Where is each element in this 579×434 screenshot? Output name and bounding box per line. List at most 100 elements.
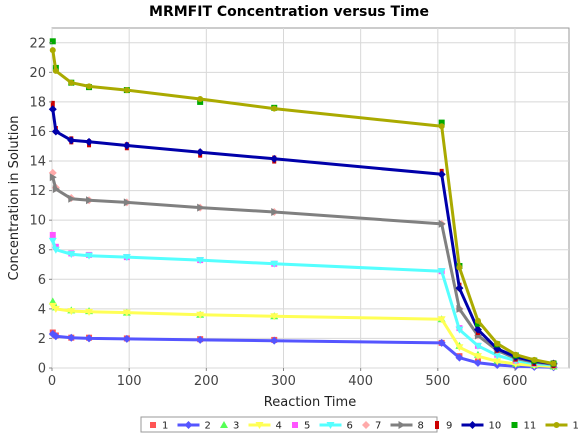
series-12-point	[49, 47, 56, 54]
series-2-point	[437, 338, 446, 347]
legend-swatch-marker	[326, 422, 335, 429]
series-6-point	[122, 254, 131, 262]
legend-swatch-marker	[292, 422, 298, 428]
series-12-point	[474, 317, 481, 324]
series-10-point	[85, 137, 94, 146]
legend-item-1: 1	[150, 421, 168, 432]
y-tick-label: 4	[38, 302, 46, 317]
legend-swatch-marker	[220, 421, 228, 428]
series-4-point	[51, 305, 60, 313]
legend-swatch-marker	[553, 422, 560, 428]
series-12-point	[68, 79, 75, 86]
series-2-point	[122, 334, 131, 343]
legend-item-6: 6	[319, 421, 353, 432]
y-tick-label: 12	[29, 184, 46, 199]
legend-swatch-marker	[255, 422, 264, 429]
axes: 0 2 4 6 8 10 12 14 16 18 20 22 0 100 200 300 400 500 600	[29, 36, 527, 389]
series-6-point	[437, 268, 446, 276]
legend-label: 4	[276, 421, 282, 432]
series-12-point	[494, 340, 501, 347]
legend-swatch-marker	[362, 421, 370, 429]
y-tick-label: 18	[29, 95, 46, 110]
legend-item-3: 3	[220, 421, 239, 432]
series-6-point	[493, 352, 502, 360]
series-10-point	[437, 170, 446, 179]
series-12-point	[86, 83, 93, 90]
legend-items: 123456789101112	[150, 421, 579, 432]
series-12-point	[271, 105, 278, 112]
series-10-point	[67, 136, 76, 145]
series-6-point	[270, 260, 279, 268]
legend-label: 3	[233, 421, 239, 432]
series-10-point	[473, 325, 482, 334]
series-8-point	[438, 219, 446, 228]
legend-label: 12	[573, 421, 579, 432]
legend-item-8: 8	[390, 421, 424, 432]
series-layer	[48, 38, 558, 372]
series-4-point	[473, 353, 482, 361]
series-2-point	[51, 332, 60, 341]
series-4-point	[196, 311, 205, 319]
x-axis-title: Reaction Time	[264, 395, 356, 410]
series-12-point	[438, 123, 445, 130]
y-tick-label: 8	[38, 243, 46, 258]
series-11-point	[49, 38, 56, 45]
chart-title: MRMFIT Concentration versus Time	[149, 4, 429, 20]
series-6-point	[48, 237, 57, 245]
series-8-point	[123, 198, 131, 207]
y-tick-label: 16	[29, 125, 46, 140]
series-2-point	[67, 333, 76, 342]
x-tick-label: 100	[117, 374, 142, 389]
legend-label: 6	[347, 421, 353, 432]
x-tick-label: 600	[503, 374, 528, 389]
legend-swatch-marker	[398, 421, 406, 429]
series-2-point	[196, 335, 205, 344]
x-tick-label: 500	[425, 374, 450, 389]
legend-item-5: 5	[292, 421, 310, 432]
series-4-point	[455, 344, 464, 352]
legend-label: 8	[418, 421, 424, 432]
series-6-point	[67, 251, 76, 259]
y-tick-label: 0	[38, 362, 46, 377]
y-tick-label: 22	[29, 36, 46, 51]
series-10-point	[48, 105, 57, 114]
x-tick-label: 0	[48, 374, 56, 389]
series-2-point	[85, 334, 94, 343]
legend-label: 2	[205, 421, 211, 432]
series-2-point	[270, 336, 279, 345]
series-4-point	[67, 308, 76, 316]
legend-item-9: 9	[435, 421, 452, 432]
series-8-point	[68, 194, 76, 203]
legend-label: 11	[524, 421, 537, 432]
series-4-point	[122, 309, 131, 317]
series-12-point	[52, 67, 59, 74]
legend-label: 1	[162, 421, 168, 432]
series-10-point	[51, 127, 60, 136]
series-4-point	[437, 316, 446, 324]
legend-label: 9	[446, 421, 452, 432]
series-5-point	[49, 231, 56, 238]
y-tick-label: 2	[38, 332, 46, 347]
series-10-point	[196, 148, 205, 157]
legend-label: 7	[375, 421, 381, 432]
x-tick-label: 200	[194, 374, 219, 389]
legend-item-11: 11	[511, 421, 537, 432]
legend-item-12: 12	[545, 421, 579, 432]
series-6-point	[51, 246, 60, 254]
series-11-point	[438, 119, 445, 126]
series-6-point	[85, 252, 94, 260]
legend-item-2: 2	[177, 421, 211, 432]
series-8-point	[456, 304, 464, 313]
series-12-line	[51, 49, 554, 366]
legend-swatch-marker	[184, 421, 193, 429]
grid-lines	[51, 28, 569, 369]
series-4-point	[85, 308, 94, 316]
series-10-point	[122, 141, 131, 150]
legend-item-7: 7	[362, 421, 381, 432]
series-12-point	[123, 87, 130, 94]
series-6-point	[455, 326, 464, 334]
legend-swatch-marker	[435, 421, 439, 429]
series-12-point	[550, 360, 557, 367]
y-tick-label: 20	[29, 66, 46, 81]
